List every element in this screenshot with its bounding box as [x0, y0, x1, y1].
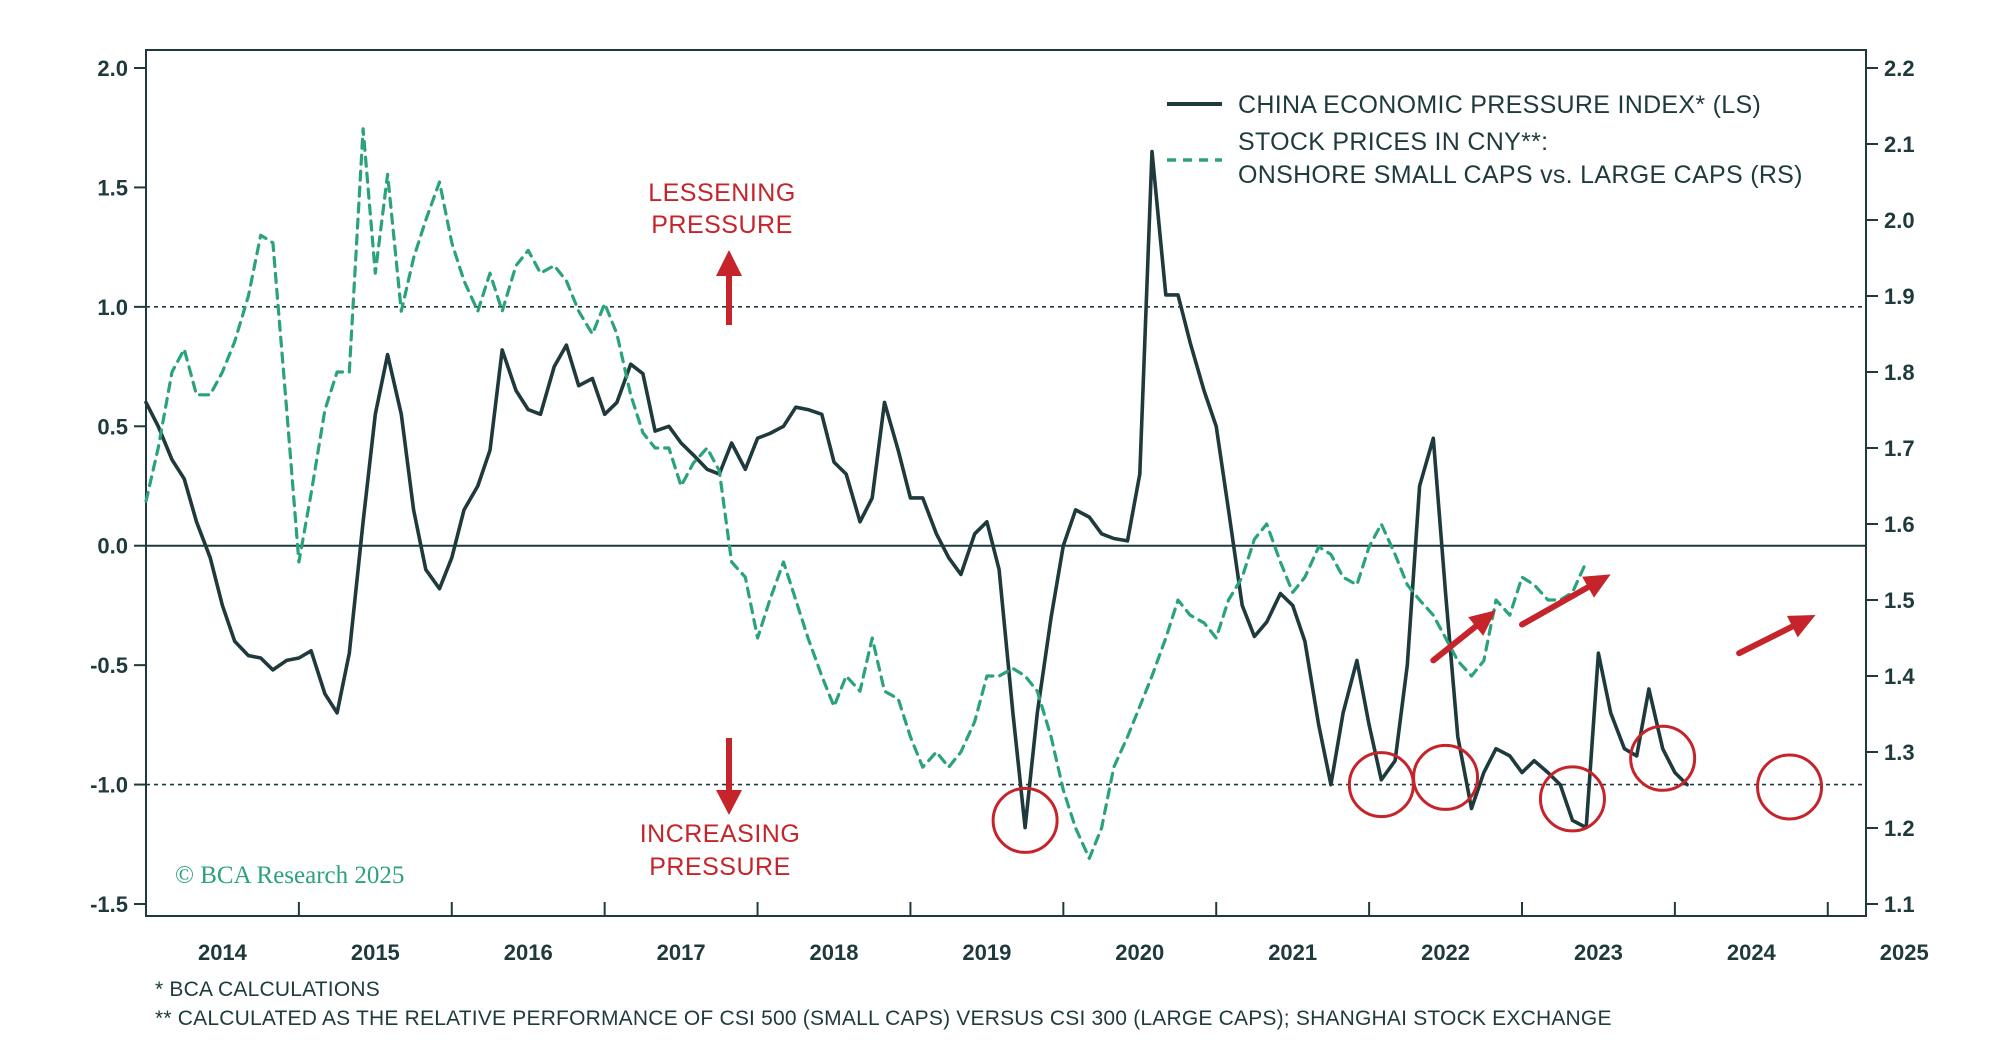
right-tick-label: 1.9 — [1884, 284, 1915, 309]
right-tick-label: 1.3 — [1884, 740, 1915, 765]
right-tick-label: 2.2 — [1884, 56, 1915, 81]
trend-arrow-shaft — [1519, 584, 1592, 628]
trough-circle — [1412, 743, 1480, 811]
reference-lines — [146, 306, 1866, 786]
left-tick-label: 0.0 — [97, 534, 128, 559]
left-tick-label: 1.5 — [97, 175, 128, 200]
footnote-1: * BCA CALCULATIONS — [155, 978, 380, 1001]
lessening-label-line2: PRESSURE — [651, 211, 793, 239]
series-line-stock-prices — [144, 127, 1588, 860]
left-tick-label: -1.0 — [90, 773, 128, 798]
footnote-2: ** CALCULATED AS THE RELATIVE PERFORMANC… — [155, 1007, 1612, 1030]
series-line-pressure-index — [144, 149, 1689, 830]
left-y-axis: 2.0 1.5 1.0 0.5 0.0 -0.5 -1.0 -1.5 — [90, 56, 146, 917]
x-axis: 2014 2015 2016 2017 2018 2019 2020 2021 2022 2023… — [145, 902, 1929, 965]
trough-circle — [1756, 753, 1824, 821]
legend-entry-stock-prices-line1: STOCK PRICES IN CNY**: — [1238, 128, 1548, 156]
legend-entry-pressure-index: CHINA ECONOMIC PRESSURE INDEX* (LS) — [1238, 91, 1761, 119]
right-tick-label: 2.1 — [1884, 132, 1915, 157]
up-arrow-icon — [716, 250, 742, 325]
plot-frame — [145, 49, 1867, 917]
down-arrow-icon — [716, 738, 742, 815]
increasing-label-line2: PRESSURE — [649, 853, 791, 881]
left-tick-label: 2.0 — [97, 56, 128, 81]
x-tick-label: 2025 — [1880, 940, 1929, 965]
x-tick-label: 2020 — [1115, 940, 1164, 965]
x-tick-label: 2019 — [962, 940, 1011, 965]
annotations-layer: LESSENING PRESSURE INCREASING PRESSURE — [640, 179, 1824, 881]
right-y-axis: 2.2 2.1 2.0 1.9 1.8 1.7 1.6 1.5 1.4 1.3 1.2 1.1 — [1866, 56, 1915, 917]
series-layer — [144, 127, 1689, 860]
increasing-label-line1: INCREASING — [640, 820, 801, 848]
trough-circle — [991, 786, 1059, 854]
x-tick-label: 2018 — [810, 940, 859, 965]
right-tick-label: 1.7 — [1884, 436, 1915, 461]
right-tick-label: 1.5 — [1884, 588, 1915, 613]
x-tick-label: 2015 — [351, 940, 400, 965]
trend-arrow-shaft — [1430, 623, 1479, 664]
trough-circle — [1538, 765, 1606, 833]
trend-arrow-head — [1468, 610, 1497, 636]
left-tick-label: -1.5 — [90, 892, 128, 917]
x-tick-label: 2023 — [1574, 940, 1623, 965]
x-tick-label: 2024 — [1727, 940, 1777, 965]
right-tick-label: 1.2 — [1884, 816, 1915, 841]
left-tick-label: -0.5 — [90, 653, 128, 678]
bca-credit: © BCA Research 2025 — [175, 862, 404, 889]
trough-circle — [1629, 724, 1697, 792]
left-tick-label: 1.0 — [97, 295, 128, 320]
left-tick-label: 0.5 — [97, 414, 128, 439]
right-tick-label: 1.4 — [1884, 664, 1915, 689]
x-tick-label: 2021 — [1268, 940, 1317, 965]
x-tick-label: 2014 — [198, 940, 248, 965]
x-tick-label: 2016 — [504, 940, 553, 965]
right-tick-label: 1.8 — [1884, 360, 1915, 385]
legend-entry-stock-prices-line2: ONSHORE SMALL CAPS vs. LARGE CAPS (RS) — [1238, 161, 1803, 189]
legend: CHINA ECONOMIC PRESSURE INDEX* (LS) STOC… — [1167, 91, 1803, 189]
trend-arrow-shaft — [1736, 623, 1796, 657]
x-tick-label: 2022 — [1421, 940, 1470, 965]
right-tick-label: 1.6 — [1884, 512, 1915, 537]
right-tick-label: 2.0 — [1884, 208, 1915, 233]
trend-arrow-head — [1582, 574, 1611, 598]
lessening-label-line1: LESSENING — [648, 179, 796, 207]
plot-border — [145, 49, 1867, 917]
trend-arrow-head — [1786, 614, 1816, 638]
x-tick-label: 2017 — [657, 940, 706, 965]
right-tick-label: 1.1 — [1884, 892, 1915, 917]
